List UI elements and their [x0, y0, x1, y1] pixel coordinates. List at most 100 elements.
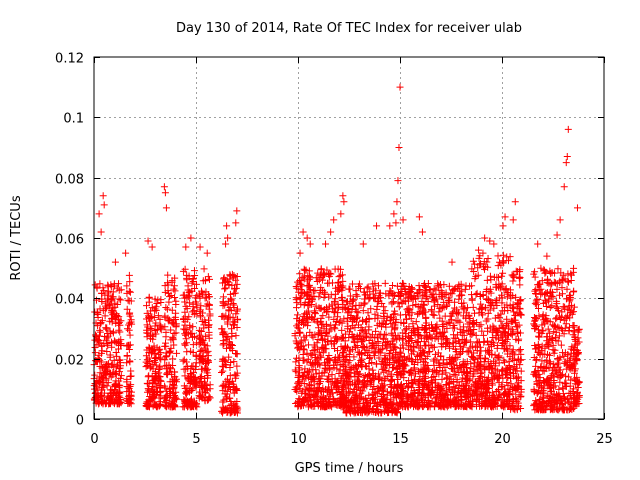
data-point [364, 283, 372, 291]
data-point [143, 329, 151, 337]
data-point [516, 274, 524, 282]
data-point [476, 360, 484, 368]
data-point [381, 407, 389, 415]
data-point [371, 334, 379, 342]
data-point [535, 344, 543, 352]
data-point [567, 276, 575, 284]
data-point [381, 375, 389, 383]
data-point [125, 326, 133, 334]
data-point [116, 359, 124, 367]
data-point [115, 390, 123, 398]
data-point [117, 286, 125, 294]
data-point [219, 363, 227, 371]
data-point [169, 320, 177, 328]
data-point [380, 401, 388, 409]
data-point [103, 382, 111, 390]
data-point [546, 292, 554, 300]
data-point [568, 301, 576, 309]
data-point [532, 296, 540, 304]
data-point [315, 348, 323, 356]
data-point [299, 350, 307, 358]
data-point [551, 346, 559, 354]
data-point [453, 362, 461, 370]
data-point [180, 325, 188, 333]
data-point [401, 326, 409, 334]
data-point [550, 360, 558, 368]
data-point [338, 349, 346, 357]
data-point [333, 389, 341, 397]
data-point [170, 401, 178, 409]
data-point [309, 373, 317, 381]
data-point [507, 380, 515, 388]
data-point [443, 375, 451, 383]
data-point [292, 283, 300, 291]
data-point [126, 319, 134, 327]
data-point [305, 307, 313, 315]
data-point [123, 305, 131, 313]
data-point [431, 297, 439, 305]
data-point [360, 328, 368, 336]
data-point [509, 272, 517, 280]
data-point [531, 273, 539, 281]
data-point [150, 376, 158, 384]
data-point [162, 402, 170, 410]
data-point [316, 361, 324, 369]
data-point [570, 303, 578, 311]
data-point [222, 336, 230, 344]
data-point [96, 378, 104, 386]
data-point [391, 323, 399, 331]
data-point [144, 237, 152, 245]
data-point [385, 292, 393, 300]
data-point [311, 315, 319, 323]
data-point [476, 373, 484, 381]
data-point [562, 159, 570, 167]
data-point [149, 377, 157, 385]
data-point [154, 380, 162, 388]
data-point [339, 277, 347, 285]
data-point [398, 399, 406, 407]
data-point [461, 285, 469, 293]
data-point [173, 349, 181, 357]
data-point [365, 323, 373, 331]
data-point [547, 281, 555, 289]
data-point [311, 392, 319, 400]
data-point [468, 295, 476, 303]
data-point [381, 279, 389, 287]
data-point [151, 307, 159, 315]
data-point [332, 318, 340, 326]
data-point [226, 372, 234, 380]
data-point [359, 240, 367, 248]
data-point [493, 273, 501, 281]
data-point [184, 373, 192, 381]
data-point [113, 352, 121, 360]
data-point [104, 393, 112, 401]
data-point [352, 344, 360, 352]
data-point [327, 270, 335, 278]
data-point [307, 387, 315, 395]
data-point [538, 397, 546, 405]
data-point [428, 389, 436, 397]
data-point [300, 380, 308, 388]
data-point [455, 281, 463, 289]
data-point [407, 293, 415, 301]
data-point [117, 317, 125, 325]
data-point [148, 350, 156, 358]
data-point [388, 352, 396, 360]
data-point [163, 305, 171, 313]
data-point [557, 372, 565, 380]
data-point [372, 372, 380, 380]
data-point [503, 319, 511, 327]
data-point [390, 291, 398, 299]
data-point [461, 368, 469, 376]
data-point [126, 312, 134, 320]
data-point [508, 304, 516, 312]
data-point [143, 398, 151, 406]
data-point [304, 355, 312, 363]
data-point [116, 328, 124, 336]
data-point [97, 228, 105, 236]
data-point [346, 292, 354, 300]
data-point [226, 364, 234, 372]
data-point [91, 331, 99, 339]
data-point [187, 234, 195, 242]
data-point [321, 364, 329, 372]
